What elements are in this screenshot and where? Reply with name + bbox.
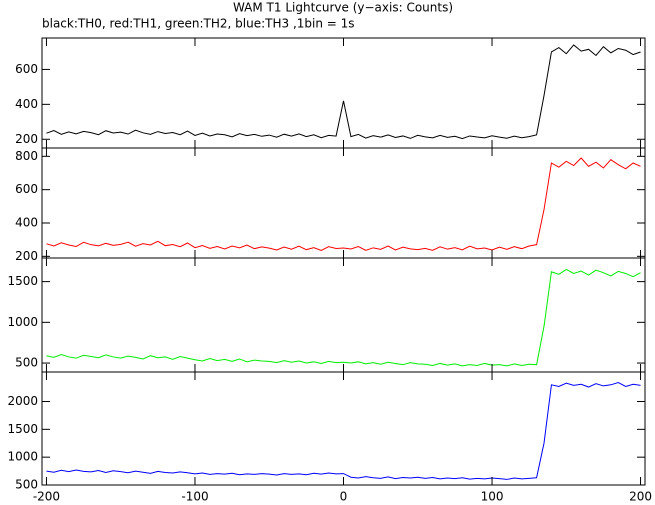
- light-curve: [46, 44, 641, 140]
- y-tick-label: 1500: [7, 422, 38, 436]
- y-tick-label: 600: [15, 182, 38, 196]
- x-tick-label: 200: [629, 490, 652, 504]
- y-tick-label: 1000: [7, 315, 38, 329]
- x-tick-label: 100: [481, 490, 504, 504]
- y-tick-label: 1500: [7, 274, 38, 288]
- light-curve: [46, 382, 641, 480]
- light-curve: [46, 268, 641, 367]
- chart-subtitle: black:TH0, red:TH1, green:TH2, blue:TH3 …: [42, 17, 355, 31]
- y-tick-label: 1000: [7, 450, 38, 464]
- y-tick-label: 200: [15, 249, 38, 263]
- y-tick-label: 200: [15, 132, 38, 146]
- light-curve: [46, 157, 641, 252]
- panel-frame: [41, 371, 646, 486]
- y-tick-label: 400: [15, 97, 38, 111]
- x-tick-label: 0: [340, 490, 348, 504]
- y-tick-label: 800: [15, 149, 38, 163]
- x-tick-label: -200: [33, 490, 60, 504]
- y-tick-label: 600: [15, 62, 38, 76]
- panel-frame: [41, 257, 646, 373]
- y-tick-label: 500: [15, 356, 38, 370]
- y-tick-label: 500: [15, 478, 38, 492]
- chart-title: WAM T1 Lightcurve (y−axis: Counts): [233, 1, 453, 15]
- x-tick-label: -100: [181, 490, 208, 504]
- y-tick-label: 400: [15, 216, 38, 230]
- y-tick-label: 2000: [7, 394, 38, 408]
